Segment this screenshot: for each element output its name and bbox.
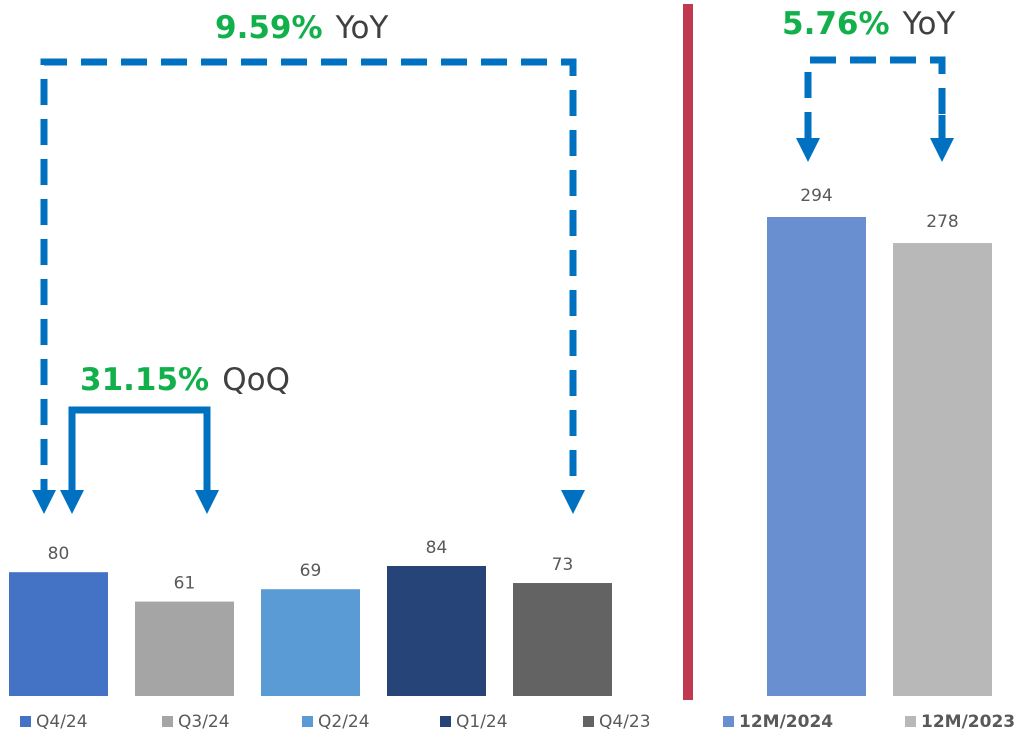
legend-swatch-q4-23: [583, 716, 594, 727]
legend-label-12m-2024: 12M/2024: [739, 712, 833, 732]
bar-q3-24: [135, 601, 234, 696]
legend-label-q3-24: Q3/24: [178, 712, 230, 732]
legend-swatch-q1-24: [440, 716, 451, 727]
value-label-q4-24: 80: [48, 544, 70, 564]
yoy-quarter-label: 9.59% YoY: [215, 10, 388, 46]
qoq-label: 31.15% QoQ: [80, 362, 290, 398]
yoy-annual-unit: YoY: [902, 6, 956, 42]
yoy-quarter-pct: 9.59%: [215, 10, 323, 46]
annual-bars: 294 278: [767, 186, 992, 696]
bar-q4-24: [9, 572, 108, 696]
value-label-12m-2023: 278: [926, 212, 958, 232]
bar-12m-2024: [767, 217, 866, 696]
legend-label-q1-24: Q1/24: [456, 712, 508, 732]
value-label-q4-23: 73: [552, 555, 574, 575]
yoy-annual-label: 5.76% YoY: [782, 6, 955, 42]
legend-label-q2-24: Q2/24: [318, 712, 370, 732]
qoq-bracket: [68, 406, 211, 492]
bar-q2-24: [261, 589, 360, 696]
yoy-annual-pct: 5.76%: [782, 6, 890, 42]
legend-swatch-12m-2024: [723, 716, 734, 727]
legend-label-q4-23: Q4/23: [599, 712, 651, 732]
value-label-q3-24: 61: [174, 574, 196, 594]
qoq-arrowhead-right: [195, 490, 219, 514]
value-label-q1-24: 84: [426, 538, 448, 558]
yoy-annual-arrowhead-left: [796, 138, 820, 162]
yoy-quarter-arrowhead-left: [32, 490, 56, 514]
bar-12m-2023: [893, 243, 992, 696]
qoq-unit: QoQ: [222, 362, 290, 398]
yoy-annual-bracket: [804, 56, 946, 138]
yoy-quarter-unit: YoY: [335, 10, 389, 46]
yoy-annual-arrowhead-right: [930, 138, 954, 162]
quarterly-bars: 80 61 69 84 73: [9, 538, 612, 696]
legend: Q4/24 Q3/24 Q2/24 Q1/24 Q4/23 12M/2024 12M/202…: [20, 712, 1015, 732]
legend-swatch-q3-24: [162, 716, 173, 727]
legend-swatch-12m-2023: [905, 716, 916, 727]
bar-q1-24: [387, 566, 486, 696]
qoq-pct: 31.15%: [80, 362, 209, 398]
yoy-annual-arrow-stems: [804, 115, 946, 140]
value-label-q2-24: 69: [300, 561, 322, 581]
legend-label-q4-24: Q4/24: [36, 712, 88, 732]
yoy-quarter-arrowhead-right: [561, 490, 585, 514]
yoy-quarter-bracket: [40, 58, 577, 505]
value-label-12m-2024: 294: [800, 186, 832, 206]
legend-label-12m-2023: 12M/2023: [921, 712, 1015, 732]
legend-swatch-q4-24: [20, 716, 31, 727]
bar-q4-23: [513, 583, 612, 696]
legend-swatch-q2-24: [302, 716, 313, 727]
qoq-arrowhead-left: [60, 490, 84, 514]
